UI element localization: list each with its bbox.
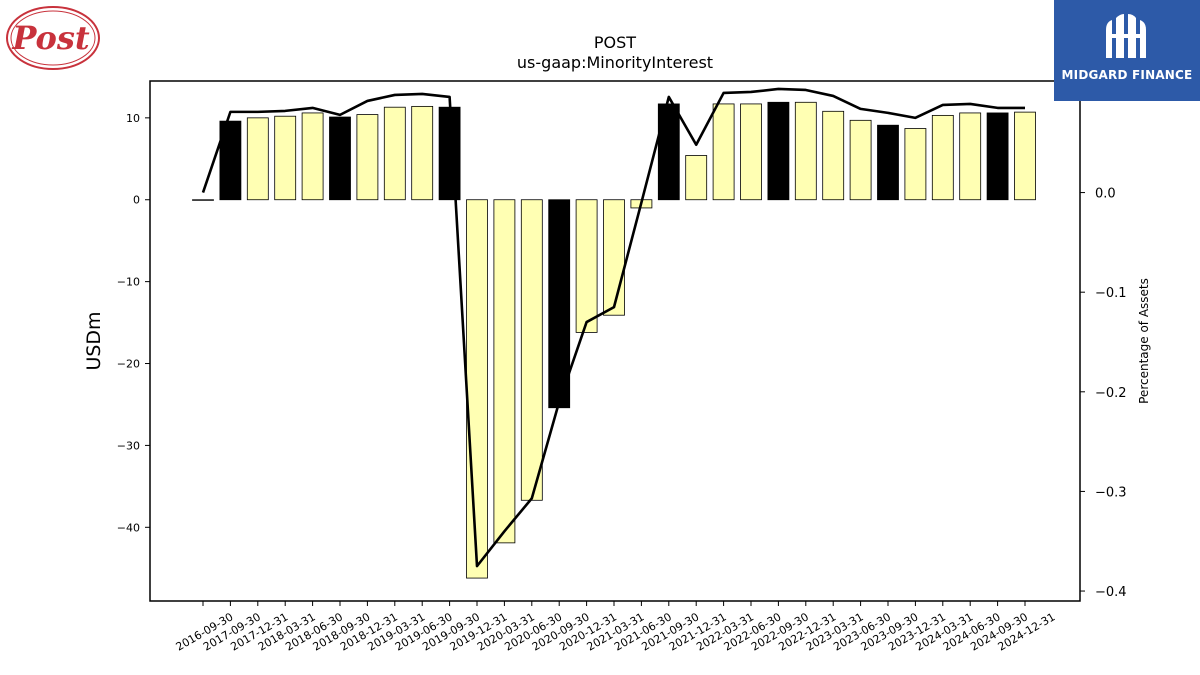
plot-frame: [149, 80, 1081, 602]
y2-tick-label: −0.3: [1095, 485, 1127, 500]
bar-2020-06-30: [520, 199, 543, 501]
y2-axis-label: Percentage of Assets: [1137, 278, 1151, 404]
bar-2023-12-31: [904, 128, 927, 201]
bar-2017-09-30: [219, 120, 242, 201]
bar-2016-09-30: [192, 199, 214, 201]
bar-2018-06-30: [301, 112, 324, 201]
y-tick-label: 0: [133, 194, 140, 207]
y-tick-label: −20: [117, 358, 140, 371]
bar-2024-03-31: [931, 114, 954, 201]
bar-2020-09-30: [548, 199, 571, 409]
post-logo-mark: Post: [6, 6, 100, 70]
bar-2018-03-31: [274, 115, 297, 201]
y2-tick-label: −0.4: [1095, 585, 1127, 600]
y-tick-label: 10: [126, 112, 140, 125]
bar-2024-06-30: [959, 112, 982, 201]
chart-title: POST: [594, 33, 636, 52]
bar-2022-06-30: [740, 103, 762, 201]
y-tick-label: −30: [117, 439, 140, 452]
bar-2024-09-30: [986, 112, 1009, 201]
midgard-logo-mark: [1106, 14, 1146, 58]
bars-layer: [192, 101, 1036, 579]
bar-2024-12-31: [1014, 111, 1036, 201]
bar-2023-03-31: [822, 110, 845, 201]
y2-tick-label: −0.1: [1095, 286, 1127, 301]
bar-2023-06-30: [849, 119, 872, 201]
bar-2019-06-30: [411, 105, 434, 201]
bar-2021-03-31: [603, 199, 625, 316]
midgard-logo-text: MIDGARD FINANCE: [1061, 68, 1193, 82]
bar-2020-12-31: [575, 199, 598, 333]
percentage-of-assets-line: [201, 87, 1025, 568]
post-logo: Post: [4, 4, 102, 72]
bar-2022-03-31: [712, 103, 735, 201]
post-logo-text: Post: [11, 19, 90, 57]
y-tick-label: −40: [117, 521, 140, 534]
bar-2019-12-31: [466, 199, 488, 579]
bar-2017-12-31: [246, 117, 269, 201]
bar-2022-12-31: [794, 101, 817, 201]
bar-2018-09-30: [329, 116, 351, 201]
line-layer: [201, 87, 1025, 568]
bar-2023-09-30: [877, 124, 899, 201]
bar-2019-03-31: [383, 106, 406, 201]
bar-2022-09-30: [767, 101, 790, 201]
bar-2020-03-31: [493, 199, 516, 544]
bar-2019-09-30: [438, 106, 461, 201]
y2-tick-label: −0.2: [1095, 386, 1127, 401]
y2-tick-label: 0.0: [1095, 187, 1116, 202]
bar-2018-12-31: [356, 114, 379, 201]
bar-2021-12-31: [685, 155, 708, 201]
chart-subtitle: us-gaap:MinorityInterest: [517, 53, 713, 72]
y-tick-label: −10: [117, 276, 140, 289]
y-axis-label: USDm: [83, 311, 105, 370]
bar-2021-09-30: [657, 103, 680, 201]
midgard-finance-logo: MIDGARD FINANCE: [1054, 0, 1200, 101]
